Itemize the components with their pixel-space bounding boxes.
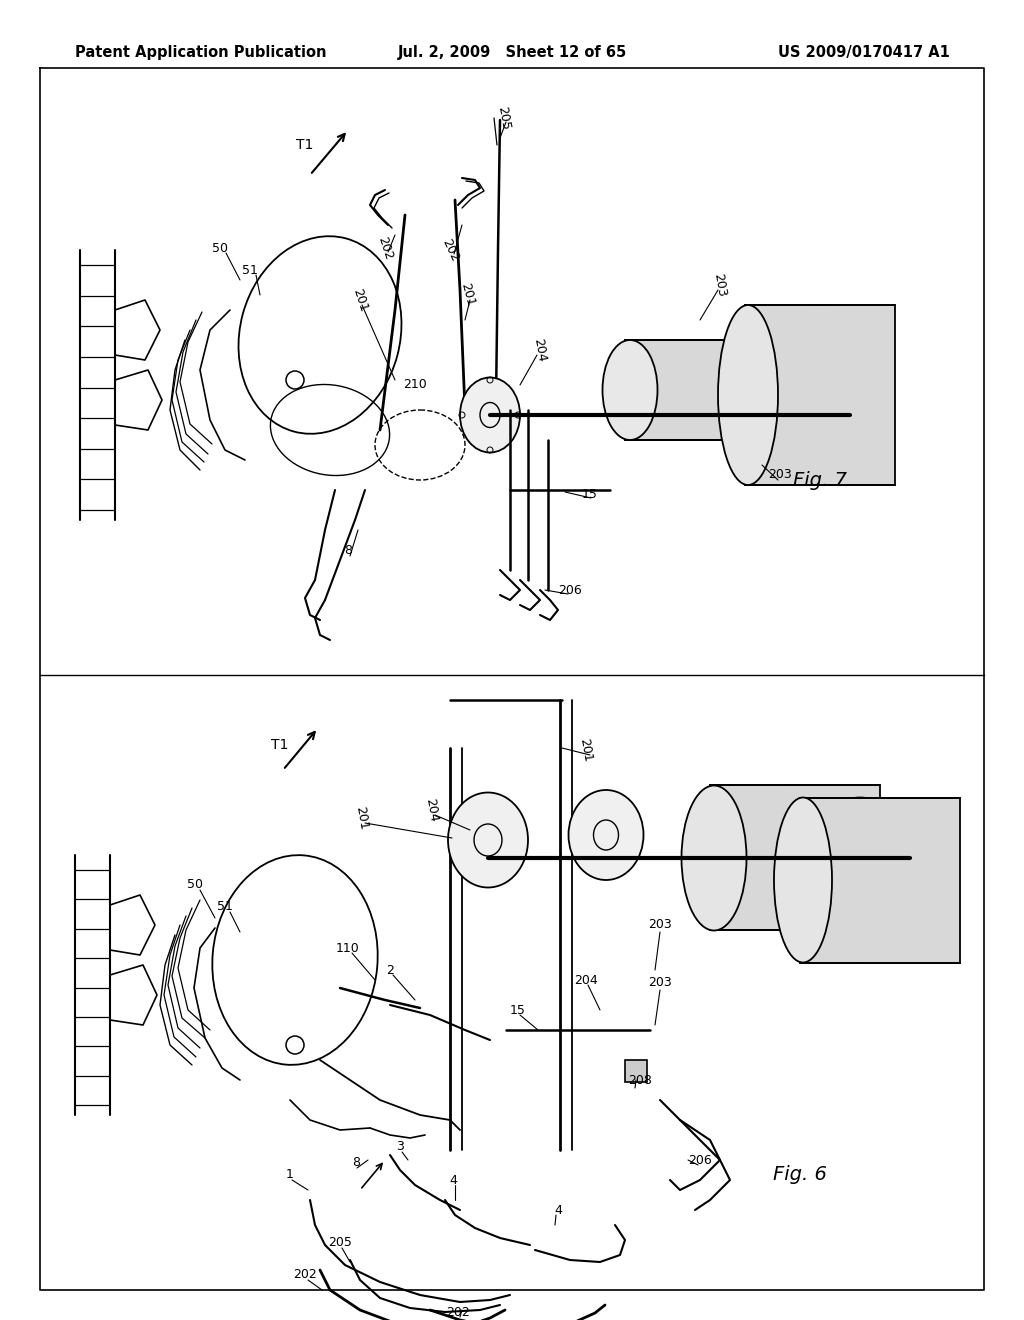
Text: 8: 8 <box>352 1156 360 1170</box>
Text: 202: 202 <box>293 1269 316 1282</box>
Text: 205: 205 <box>328 1237 352 1250</box>
Text: 203: 203 <box>712 272 728 298</box>
Bar <box>625 341 755 440</box>
Ellipse shape <box>718 305 778 484</box>
Text: 15: 15 <box>510 1003 526 1016</box>
Ellipse shape <box>760 305 880 484</box>
Text: 204: 204 <box>574 974 598 986</box>
Text: 201: 201 <box>578 737 595 763</box>
Text: Fig. 7: Fig. 7 <box>793 470 847 490</box>
Text: 8: 8 <box>344 544 352 557</box>
Ellipse shape <box>774 797 831 962</box>
Text: 201: 201 <box>459 282 477 308</box>
Bar <box>745 305 895 484</box>
Text: Jul. 2, 2009   Sheet 12 of 65: Jul. 2, 2009 Sheet 12 of 65 <box>397 45 627 59</box>
Text: 204: 204 <box>531 337 549 363</box>
Text: 202: 202 <box>375 235 395 261</box>
Text: 203: 203 <box>648 919 672 932</box>
Ellipse shape <box>682 785 746 931</box>
Text: 4: 4 <box>554 1204 562 1217</box>
Bar <box>625 1060 647 1082</box>
Ellipse shape <box>460 378 520 453</box>
Ellipse shape <box>805 797 915 962</box>
Text: 203: 203 <box>768 469 792 482</box>
Bar <box>710 785 880 931</box>
Text: 15: 15 <box>582 488 598 502</box>
Text: 204: 204 <box>424 797 440 822</box>
Ellipse shape <box>645 342 725 437</box>
Text: 206: 206 <box>558 583 582 597</box>
Text: T1: T1 <box>271 738 289 752</box>
Text: 2: 2 <box>386 964 394 977</box>
Text: 202: 202 <box>446 1305 470 1319</box>
Text: 3: 3 <box>396 1140 403 1154</box>
Text: 110: 110 <box>336 941 359 954</box>
Bar <box>800 799 961 964</box>
Text: 4: 4 <box>450 1173 457 1187</box>
Text: 202: 202 <box>439 236 461 264</box>
Text: 203: 203 <box>648 975 672 989</box>
Text: US 2009/0170417 A1: US 2009/0170417 A1 <box>778 45 950 59</box>
Text: 50: 50 <box>187 879 203 891</box>
Text: 51: 51 <box>217 900 232 913</box>
Text: 50: 50 <box>212 242 228 255</box>
Text: Fig. 6: Fig. 6 <box>773 1166 827 1184</box>
Text: 208: 208 <box>628 1073 652 1086</box>
Text: 205: 205 <box>496 106 512 131</box>
Text: 51: 51 <box>242 264 258 276</box>
Text: 206: 206 <box>688 1154 712 1167</box>
Text: 1: 1 <box>286 1168 294 1181</box>
Text: 210: 210 <box>403 379 427 392</box>
Ellipse shape <box>449 792 528 887</box>
Text: 201: 201 <box>350 286 370 313</box>
Text: Patent Application Publication: Patent Application Publication <box>75 45 327 59</box>
Ellipse shape <box>568 789 643 880</box>
Ellipse shape <box>602 341 657 440</box>
Ellipse shape <box>740 785 840 931</box>
Text: T1: T1 <box>296 139 313 152</box>
Text: 201: 201 <box>353 805 371 830</box>
